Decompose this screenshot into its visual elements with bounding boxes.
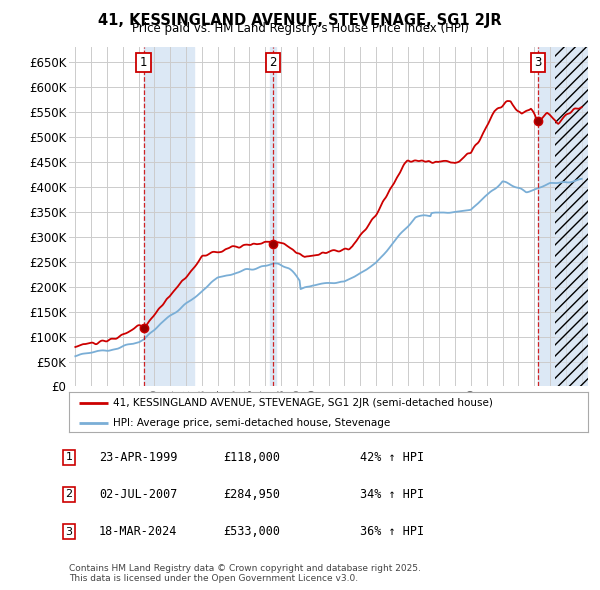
Text: 42% ↑ HPI: 42% ↑ HPI	[360, 451, 424, 464]
Bar	[143, 47, 194, 386]
Text: Price paid vs. HM Land Registry's House Price Index (HPI): Price paid vs. HM Land Registry's House …	[131, 22, 469, 35]
Bar	[555, 47, 588, 386]
Text: £118,000: £118,000	[223, 451, 281, 464]
Bar	[538, 47, 588, 386]
Text: 41, KESSINGLAND AVENUE, STEVENAGE, SG1 2JR: 41, KESSINGLAND AVENUE, STEVENAGE, SG1 2…	[98, 13, 502, 28]
Text: 34% ↑ HPI: 34% ↑ HPI	[360, 488, 424, 501]
Text: £533,000: £533,000	[223, 525, 281, 538]
Text: 18-MAR-2024: 18-MAR-2024	[99, 525, 177, 538]
Text: Contains HM Land Registry data © Crown copyright and database right 2025.
This d: Contains HM Land Registry data © Crown c…	[69, 563, 421, 583]
Text: 23-APR-1999: 23-APR-1999	[99, 451, 177, 464]
Text: 41, KESSINGLAND AVENUE, STEVENAGE, SG1 2JR (semi-detached house): 41, KESSINGLAND AVENUE, STEVENAGE, SG1 2…	[113, 398, 493, 408]
Text: HPI: Average price, semi-detached house, Stevenage: HPI: Average price, semi-detached house,…	[113, 418, 391, 428]
Bar	[555, 47, 588, 386]
Text: 3: 3	[65, 527, 73, 536]
Text: 1: 1	[65, 453, 73, 462]
Text: 2: 2	[269, 56, 277, 69]
Text: 02-JUL-2007: 02-JUL-2007	[99, 488, 177, 501]
Text: 3: 3	[534, 56, 541, 69]
Text: 36% ↑ HPI: 36% ↑ HPI	[360, 525, 424, 538]
Text: 2: 2	[65, 490, 73, 499]
Text: £284,950: £284,950	[223, 488, 281, 501]
Text: 1: 1	[140, 56, 147, 69]
Bar	[270, 47, 276, 386]
